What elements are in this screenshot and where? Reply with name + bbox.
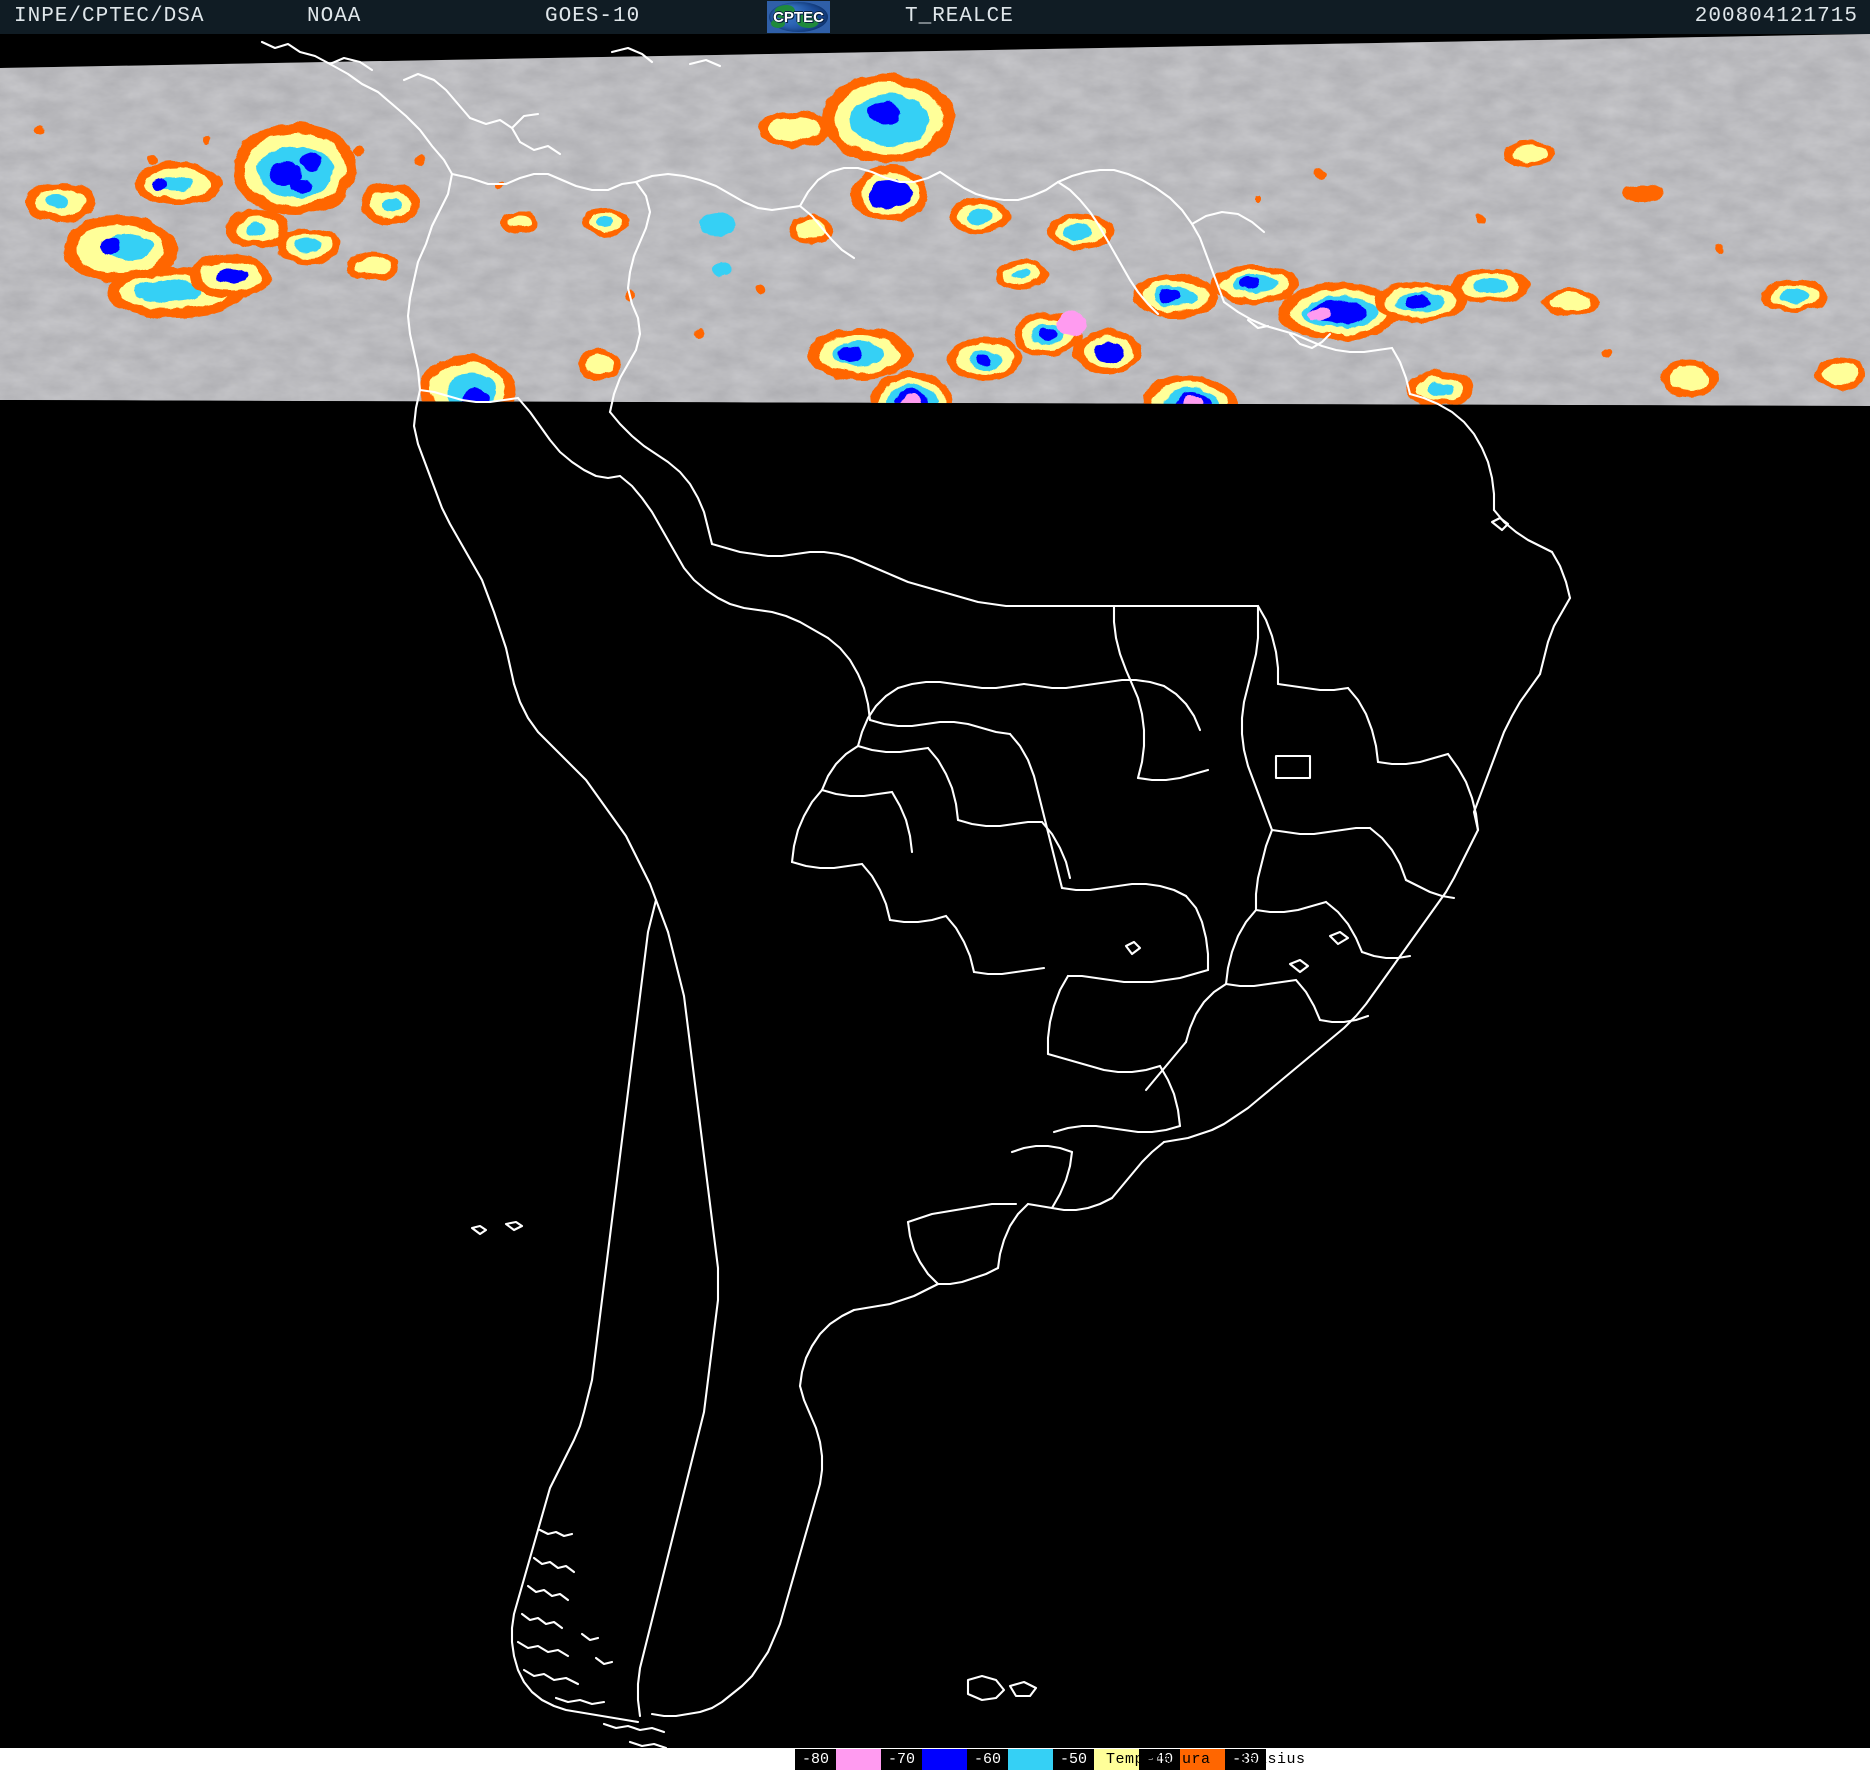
legend-swatch-yellow: [1094, 1749, 1140, 1770]
legend-label-1: -70: [881, 1749, 923, 1770]
legend-caption: Temperatura Celsius: [1106, 1751, 1306, 1768]
legend-label-0: -80: [795, 1749, 837, 1770]
legend-swatch-cyan: [1008, 1749, 1054, 1770]
geopolitical-boundaries: [260, 40, 1572, 1748]
convective-cells: [24, 74, 1866, 406]
cptec-logo-text: CPTEC: [773, 8, 824, 26]
legend-swatch-pink: [836, 1749, 882, 1770]
header-institution: INPE/CPTEC/DSA: [14, 5, 205, 28]
legend-label-3: -50: [1053, 1749, 1095, 1770]
cptec-logo-icon: CPTEC: [767, 1, 830, 33]
legend-label-2: -60: [967, 1749, 1009, 1770]
legend-swatch-blue: [922, 1749, 968, 1770]
satellite-infrared-swath: [0, 34, 1870, 406]
map-canvas: [0, 34, 1870, 1748]
header-product: T_REALCE: [905, 5, 1014, 28]
globe-landmass-3: [771, 19, 785, 28]
legend-label-5: -30: [1225, 1749, 1267, 1770]
header-timestamp: 200804121715: [1694, 5, 1858, 28]
legend-swatch-orange: [1180, 1749, 1226, 1770]
header-agency: NOAA: [307, 5, 362, 28]
temperature-color-legend: -80 -70 -60 -50 -40 -30: [795, 1749, 1267, 1770]
header-satellite: GOES-10: [545, 5, 641, 28]
image-header-bar: INPE/CPTEC/DSA NOAA GOES-10 T_REALCE 200…: [0, 0, 1870, 34]
legend-label-4: -40: [1139, 1749, 1181, 1770]
